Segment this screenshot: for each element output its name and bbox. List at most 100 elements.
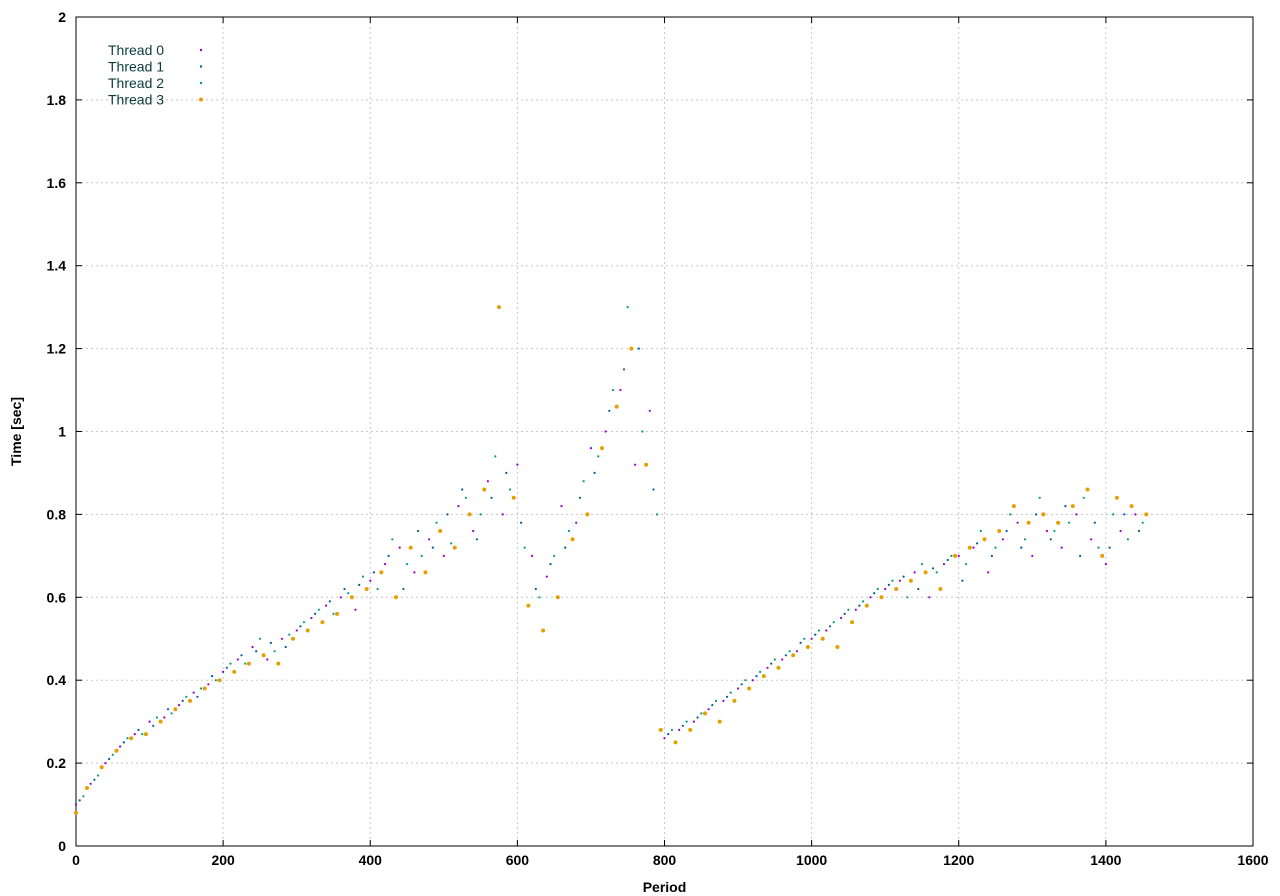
legend-label: Thread 0	[108, 42, 164, 58]
data-point	[553, 554, 556, 558]
data-point	[133, 733, 136, 736]
data-point	[93, 778, 96, 781]
data-point	[1108, 546, 1111, 549]
data-point	[641, 430, 644, 433]
data-point	[379, 570, 384, 575]
data-point	[1090, 538, 1093, 541]
data-point	[938, 587, 943, 591]
data-point	[722, 699, 725, 703]
data-point	[302, 621, 306, 624]
data-point	[284, 645, 287, 649]
data-point	[119, 745, 122, 748]
data-point	[1093, 521, 1096, 524]
data-point	[1001, 538, 1005, 541]
data-point	[152, 724, 155, 727]
data-point	[891, 579, 894, 582]
data-point	[372, 571, 375, 574]
data-point	[670, 728, 674, 732]
data-point	[1020, 546, 1023, 549]
data-point	[982, 537, 987, 542]
data-point	[825, 629, 828, 632]
data-point	[1126, 538, 1129, 541]
data-point	[987, 571, 990, 574]
legend-marker	[199, 48, 203, 52]
data-point	[799, 641, 802, 645]
data-point	[843, 612, 846, 616]
data-point	[508, 488, 512, 491]
data-point	[1134, 513, 1137, 516]
data-point	[873, 592, 876, 595]
x-tick-label: 0	[72, 852, 80, 868]
legend-marker	[199, 65, 203, 68]
data-point	[89, 782, 92, 785]
data-point	[155, 716, 158, 719]
data-point	[170, 712, 173, 715]
data-point	[972, 546, 975, 549]
data-point	[884, 587, 887, 591]
data-point	[332, 612, 335, 616]
y-tick-label: 1	[58, 424, 66, 440]
data-point	[317, 608, 320, 611]
data-point	[143, 732, 148, 737]
data-point	[501, 513, 504, 516]
data-point	[479, 513, 482, 516]
y-axis-title: Time [sec]	[8, 397, 24, 466]
data-point	[383, 563, 387, 566]
data-point	[1009, 513, 1012, 516]
data-point	[232, 669, 237, 674]
data-point	[417, 529, 420, 533]
data-point	[820, 636, 825, 641]
data-point	[1068, 521, 1071, 524]
data-point	[78, 799, 81, 802]
data-point	[148, 720, 151, 723]
data-point	[129, 736, 134, 741]
data-point	[541, 628, 546, 633]
data-point	[608, 409, 611, 412]
data-point	[361, 575, 364, 578]
y-tick-label: 0	[58, 838, 66, 854]
data-point	[696, 716, 699, 719]
data-point	[761, 674, 766, 679]
data-point	[644, 462, 649, 467]
data-point	[555, 595, 560, 600]
y-tick-label: 1.6	[47, 175, 67, 191]
data-point	[549, 563, 552, 566]
data-point	[486, 480, 489, 483]
data-point	[1053, 529, 1056, 533]
data-point	[600, 446, 604, 451]
data-point	[928, 596, 931, 599]
data-point	[688, 727, 693, 732]
data-point	[82, 795, 85, 798]
data-point	[810, 637, 813, 640]
series-2	[82, 306, 1144, 798]
data-point	[979, 529, 982, 533]
data-point	[531, 554, 534, 558]
data-point	[957, 554, 960, 558]
data-point	[614, 404, 619, 409]
data-point	[740, 683, 743, 686]
data-point	[526, 603, 531, 608]
data-point	[913, 571, 916, 574]
data-point	[1114, 495, 1119, 500]
data-point	[1056, 520, 1061, 525]
data-point	[376, 587, 379, 591]
data-point	[920, 563, 924, 566]
data-point	[803, 637, 806, 640]
data-point	[405, 563, 409, 566]
y-tick-label: 1.2	[47, 341, 67, 357]
y-tick-label: 0.2	[47, 755, 67, 771]
data-point	[538, 596, 541, 599]
data-point	[464, 496, 467, 499]
data-point	[755, 675, 758, 678]
data-point	[442, 554, 445, 558]
data-point	[335, 611, 340, 616]
data-point	[946, 558, 949, 562]
data-point	[222, 670, 225, 674]
data-point	[1075, 513, 1078, 516]
data-point	[266, 658, 269, 661]
data-point	[887, 583, 891, 587]
data-point	[423, 570, 428, 575]
data-point	[108, 757, 111, 761]
data-point	[299, 625, 302, 628]
data-point	[864, 603, 869, 608]
